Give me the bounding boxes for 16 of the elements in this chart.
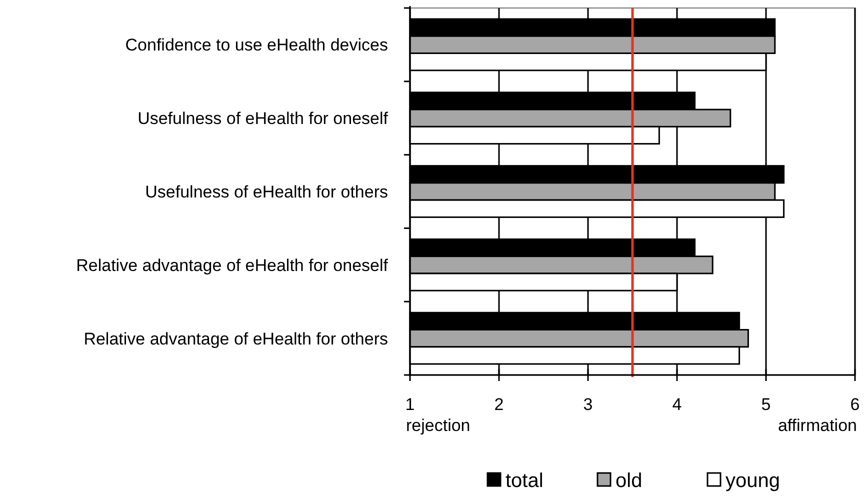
- text: affirmation: [778, 416, 857, 435]
- x-tick-label: 1: [405, 395, 415, 414]
- y-tick-label: Relative advantage of eHealth for others: [84, 329, 388, 348]
- x-tick-label: 4: [672, 395, 682, 414]
- y-tick-label: Relative advantage of eHealth for oneself: [76, 256, 388, 275]
- x-tick-label: 6: [850, 395, 860, 414]
- legend-label: total: [506, 470, 544, 492]
- legend-label: young: [726, 470, 780, 492]
- x-tick-label: 5: [761, 395, 771, 414]
- text: rejection: [406, 416, 470, 435]
- x-tick-label: 2: [494, 395, 504, 414]
- y-tick-label: Usefulness of eHealth for others: [145, 182, 388, 202]
- legend-label: old: [616, 470, 642, 492]
- y-tick-label: Usefulness of eHealth for oneself: [138, 109, 388, 128]
- x-tick-label: 3: [583, 395, 593, 414]
- y-tick-label: Confidence to use eHealth devices: [125, 36, 388, 55]
